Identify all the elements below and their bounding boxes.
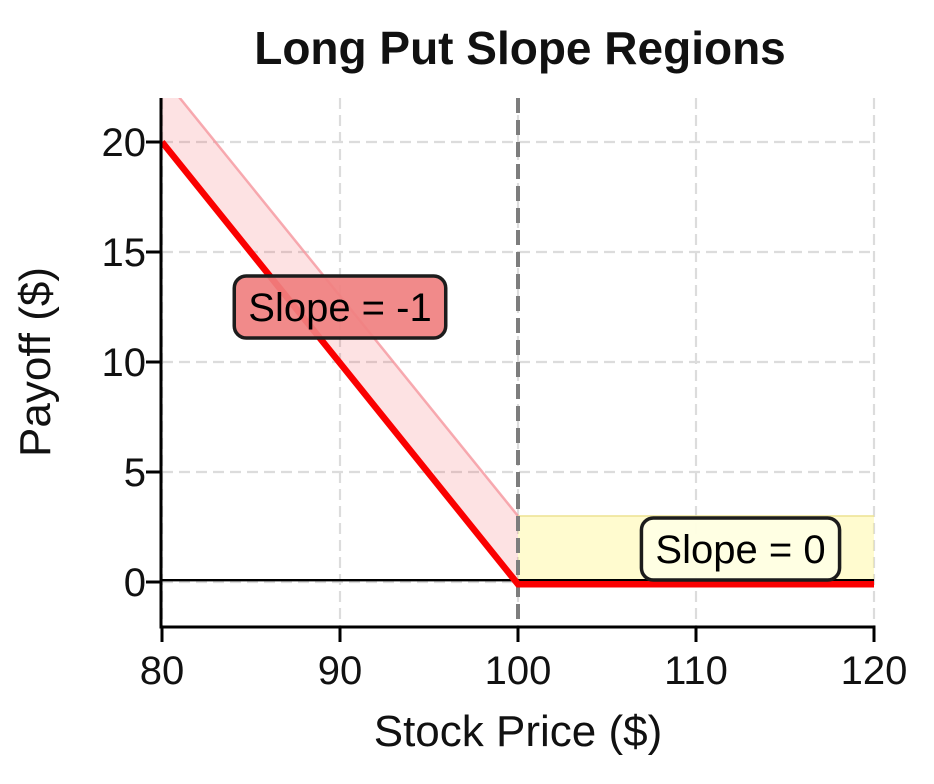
slope-annotation-label: Slope = -1 — [248, 286, 431, 330]
axes-layer: 80 90 100 110 120 0 5 10 15 20 — [102, 98, 908, 693]
y-axis-label: Payoff ($) — [11, 267, 60, 457]
x-tick-label: 110 — [664, 649, 728, 693]
x-tick-label: 120 — [841, 649, 908, 693]
x-axis-label: Stock Price ($) — [374, 707, 663, 756]
slope-annotation-box — [639, 516, 842, 582]
annotations-layer: Slope = -1 Slope = 0 — [232, 274, 842, 582]
x-tick-label: 80 — [140, 649, 185, 693]
y-tick-label: 15 — [102, 231, 147, 275]
slope-annotation-box — [232, 274, 448, 340]
y-tick-label: 5 — [124, 451, 146, 495]
chart-title: Long Put Slope Regions — [254, 22, 786, 74]
y-tick-label: 20 — [102, 121, 147, 165]
x-tick-label: 100 — [485, 649, 552, 693]
y-tick-label: 10 — [102, 341, 147, 385]
y-tick-label: 0 — [124, 561, 146, 605]
x-tick-label: 90 — [318, 649, 363, 693]
slope-annotation-label: Slope = 0 — [655, 528, 825, 572]
slope-minus-one-band — [162, 98, 518, 582]
